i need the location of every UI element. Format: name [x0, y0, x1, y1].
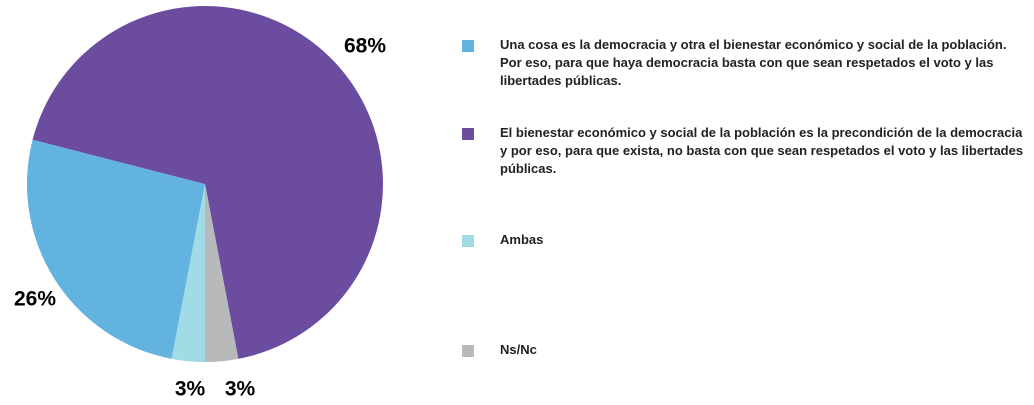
value-label: 26%: [14, 288, 56, 311]
pie-slice: [205, 184, 239, 362]
pie-slice: [26, 139, 205, 359]
value-label: 3%: [175, 378, 206, 401]
legend-swatch: [462, 40, 474, 52]
pie-slice: [32, 6, 384, 359]
legend-swatch: [462, 235, 474, 247]
pie-slice: [171, 184, 205, 362]
legend-label: Una cosa es la democracia y otra el bien…: [500, 37, 1007, 88]
legend-label: Ns/Nc: [500, 342, 537, 357]
legend-swatch: [462, 345, 474, 357]
legend-label: El bienestar económico y social de la po…: [500, 125, 1024, 176]
legend-swatch: [462, 128, 474, 140]
legend-label: Ambas: [500, 232, 544, 247]
value-label: 3%: [225, 378, 256, 401]
value-label: 68%: [344, 35, 386, 58]
